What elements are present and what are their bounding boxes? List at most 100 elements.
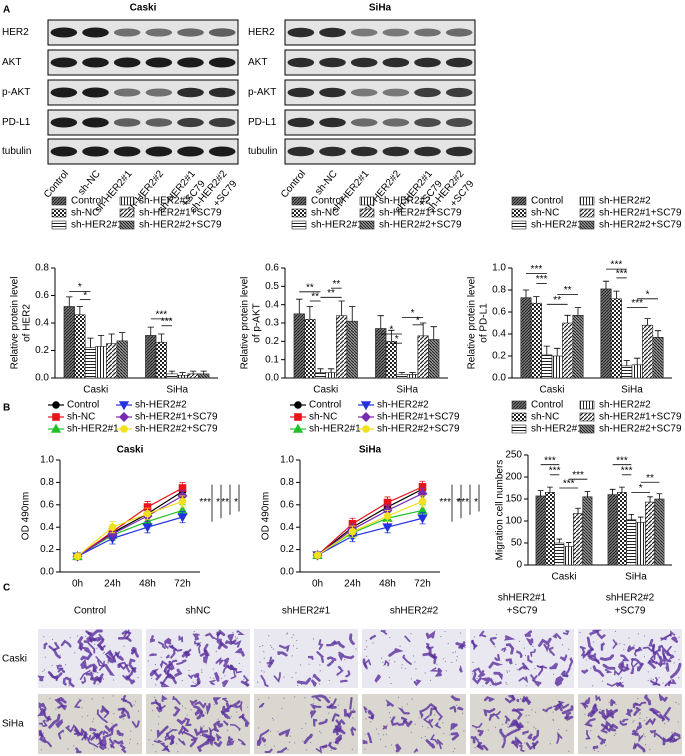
row-label: SiHa — [2, 719, 24, 730]
cell — [367, 732, 373, 744]
pore — [287, 749, 289, 751]
pore — [516, 650, 518, 652]
bar — [74, 314, 86, 379]
pore — [199, 735, 201, 737]
blot-band — [177, 146, 204, 157]
cell — [662, 653, 672, 663]
cell — [327, 741, 337, 750]
error-bar — [654, 330, 662, 338]
legend-marker — [362, 425, 370, 433]
pore — [264, 744, 266, 746]
pore — [589, 658, 591, 660]
pore — [390, 744, 393, 746]
blot-band — [414, 118, 441, 127]
cell — [489, 637, 497, 646]
legend-swatch — [511, 424, 527, 434]
cell — [403, 719, 413, 728]
pore — [507, 726, 509, 728]
cell — [202, 742, 210, 746]
y-tick-label: 0.8 — [35, 263, 49, 274]
pore — [69, 637, 71, 639]
cell — [229, 700, 241, 709]
y-axis-label: of PD-L1 — [479, 303, 490, 343]
pore — [282, 748, 284, 750]
blot-band — [350, 146, 378, 157]
pore — [394, 661, 396, 663]
blot-row-label: AKT — [248, 57, 267, 68]
line — [77, 500, 183, 557]
cell — [367, 709, 375, 720]
cell — [536, 665, 548, 669]
point — [142, 523, 153, 533]
pore — [134, 647, 136, 649]
cell — [501, 737, 506, 749]
pore — [364, 661, 366, 663]
cell — [100, 742, 107, 750]
pore — [289, 735, 292, 737]
cell — [632, 742, 637, 750]
cell — [38, 729, 44, 738]
pore — [385, 733, 387, 735]
x-tick-label: 72h — [174, 579, 191, 590]
pore — [596, 705, 598, 707]
legend-label: sh-HER2#1 — [531, 424, 583, 435]
pore — [476, 677, 478, 680]
cell — [670, 662, 682, 679]
pore — [261, 670, 263, 672]
column-label: +SC79 — [615, 606, 646, 617]
y-tick-label: 0.2 — [40, 544, 54, 555]
cell — [81, 676, 87, 685]
pore — [525, 715, 527, 717]
cell — [57, 729, 65, 740]
pore — [570, 707, 572, 710]
cell — [216, 722, 224, 728]
pore — [129, 738, 131, 740]
pore — [151, 677, 153, 680]
error-bar — [317, 368, 324, 373]
legend-label: sh-HER2#2 — [599, 400, 651, 411]
pore — [313, 698, 315, 700]
legend-label: sh-HER2#2+SC79 — [379, 220, 462, 231]
legend-label: sh-NC — [71, 208, 99, 219]
blot-row-label: PD-L1 — [2, 117, 31, 128]
blot-band — [208, 146, 236, 157]
cell — [631, 732, 640, 737]
cell — [335, 718, 346, 726]
sig-label: * — [456, 497, 460, 508]
pore — [295, 672, 297, 674]
y-tick-label: 0.1 — [265, 354, 279, 365]
pore — [570, 657, 573, 659]
blot-band — [82, 146, 109, 157]
cell — [397, 707, 410, 715]
cell — [636, 662, 644, 672]
pore — [55, 641, 57, 644]
sig-label: *** — [439, 497, 451, 508]
cell — [518, 745, 525, 752]
cell — [477, 670, 486, 678]
pore — [615, 703, 617, 705]
cell — [230, 640, 242, 648]
cell — [102, 729, 109, 736]
cell — [240, 680, 250, 687]
pore — [107, 661, 109, 663]
pore — [390, 682, 392, 685]
cell — [222, 664, 230, 674]
pore — [366, 646, 368, 648]
cell — [277, 651, 288, 657]
pore — [605, 717, 607, 719]
legend-swatch — [579, 208, 595, 218]
error-bar — [87, 337, 94, 348]
point — [73, 552, 82, 561]
cell — [609, 698, 616, 707]
point — [417, 514, 428, 524]
cell — [229, 723, 241, 731]
pore — [51, 664, 53, 666]
blot-band — [382, 118, 410, 127]
cell — [450, 732, 460, 741]
micrograph — [38, 694, 142, 754]
cell — [634, 646, 642, 652]
cell — [505, 658, 513, 665]
cell — [149, 668, 160, 677]
pore — [73, 745, 75, 747]
cell — [226, 740, 235, 746]
